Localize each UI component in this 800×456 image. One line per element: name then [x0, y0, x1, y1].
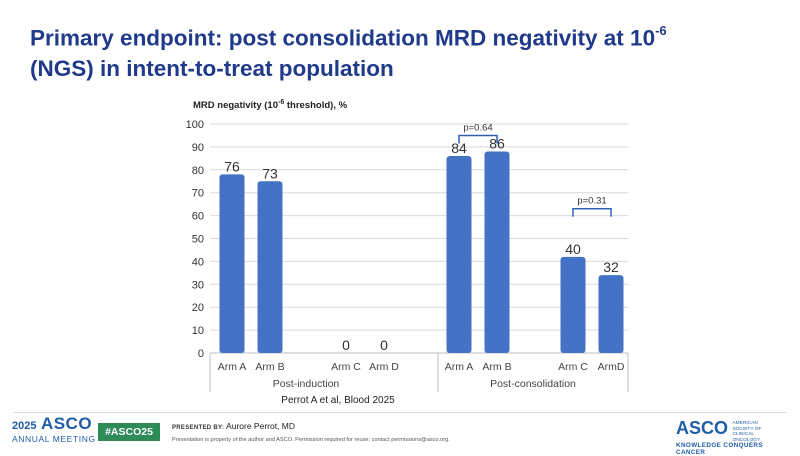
bar — [219, 174, 245, 353]
y-tick-label: 0 — [198, 348, 204, 360]
x-tick-label: Arm A — [445, 361, 474, 373]
title-text-line2: (NGS) in intent-to-treat population — [30, 55, 394, 81]
x-tick-label: Arm B — [255, 361, 284, 373]
x-tick-label: Arm C — [558, 361, 588, 373]
bar — [560, 256, 586, 353]
y-tick-label: 50 — [192, 234, 204, 246]
asco-society-logo: ASCO AMERICAN SOCIETY OF CLINICAL ONCOLO… — [676, 418, 786, 456]
data-label: 76 — [224, 158, 240, 174]
y-tick-label: 100 — [186, 119, 204, 131]
hashtag-badge: #ASCO25 — [98, 423, 160, 441]
footer-divider — [14, 412, 786, 413]
y-tick-label: 60 — [192, 211, 204, 223]
y-tick-label: 90 — [192, 142, 204, 154]
bar — [257, 181, 283, 353]
bar — [598, 275, 624, 353]
y-tick-label: 30 — [192, 279, 204, 291]
data-label: 84 — [451, 140, 467, 156]
data-label: 86 — [489, 135, 505, 151]
bar — [484, 151, 510, 353]
presented-by-label: PRESENTED BY: — [172, 425, 225, 431]
data-label: 40 — [565, 241, 581, 257]
citation: Perrot A et al, Blood 2025 — [281, 395, 395, 406]
data-label: 73 — [262, 165, 278, 181]
p-value-label: p=0.31 — [577, 196, 606, 207]
x-tick-label: Arm D — [369, 361, 399, 373]
y-axis-label: MRD negativity (10-6 threshold), % — [193, 99, 348, 111]
x-tick-label: Arm C — [331, 361, 361, 373]
title-text: Primary endpoint: post consolidation MRD… — [30, 25, 656, 51]
data-label: 0 — [380, 337, 388, 353]
y-tick-label: 20 — [192, 302, 204, 314]
x-tick-label: ArmD — [598, 361, 625, 373]
presenter-name: Aurore Perrot, MD — [226, 421, 296, 431]
bar-chart: MRD negativity (10-6 threshold), % 0 10 20… — [186, 99, 629, 406]
asco-right-wordmark: ASCO — [676, 418, 729, 438]
presenter-info: PRESENTED BY: Aurore Perrot, MD — [172, 421, 295, 431]
x-tick-label: Arm B — [482, 361, 511, 373]
p-value-label: p=0.64 — [463, 122, 492, 133]
society-name: AMERICAN SOCIETY OF CLINICAL ONCOLOGY — [732, 421, 762, 443]
y-tick-label: 10 — [192, 325, 204, 337]
logo-year: 2025 — [12, 420, 37, 432]
group-label: Post-induction — [273, 378, 340, 390]
logo-asco: ASCO — [40, 414, 93, 433]
group-label: Post-consolidation — [490, 378, 576, 390]
y-tick-label: 70 — [192, 188, 204, 200]
title-exponent: -6 — [655, 23, 667, 38]
society-tagline: KNOWLEDGE CONQUERS CANCER — [676, 442, 763, 456]
y-tick-label: 80 — [192, 165, 204, 177]
bar — [446, 156, 472, 353]
slide-title: Primary endpoint: post consolidation MRD… — [30, 18, 770, 84]
significance-bracket — [458, 134, 498, 144]
data-label: 0 — [342, 337, 350, 353]
disclaimer: Presentation is property of the author a… — [172, 437, 450, 443]
significance-bracket — [572, 207, 612, 217]
data-label: 32 — [603, 259, 619, 275]
x-tick-label: Arm A — [218, 361, 247, 373]
asco-annual-meeting-logo: 2025 ASCO ANNUAL MEETING — [12, 415, 96, 445]
y-tick-label: 40 — [192, 256, 204, 268]
logo-annual-meeting: ANNUAL MEETING — [12, 434, 96, 444]
